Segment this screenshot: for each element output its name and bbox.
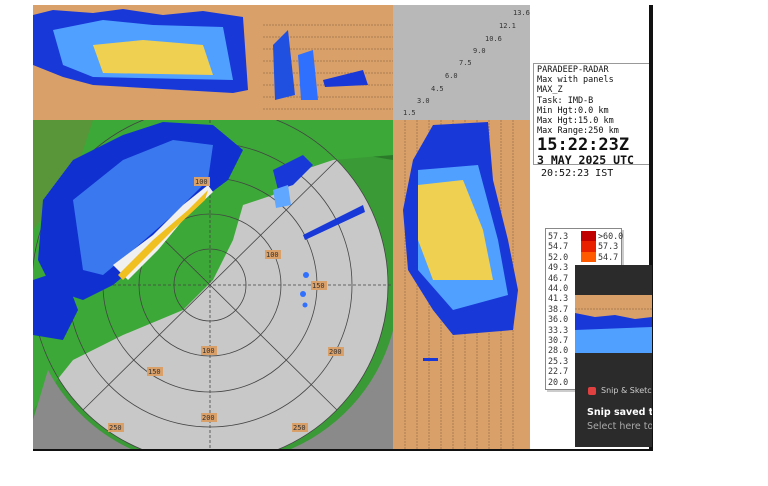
range-label: 150 bbox=[312, 282, 325, 290]
legend-value: 33.3 bbox=[548, 324, 569, 335]
height-label: 7.5 bbox=[459, 59, 472, 67]
divider bbox=[649, 5, 653, 450]
legend-value: 41.3 bbox=[548, 293, 569, 304]
snip-preview-thumbnail[interactable] bbox=[575, 295, 652, 353]
range-label: 250 bbox=[109, 424, 122, 432]
product-name: Max with panels bbox=[537, 75, 614, 86]
divider bbox=[33, 449, 653, 451]
height-scale-panel: 1.5 3.0 4.5 6.0 7.5 9.0 10.6 12.1 13.6 bbox=[393, 5, 530, 120]
max-height: Max Hgt:15.0 km bbox=[537, 116, 614, 127]
range-label: 200 bbox=[202, 414, 215, 422]
snip-title: Snip saved to bbox=[587, 407, 652, 418]
range-label: 150 bbox=[148, 368, 161, 376]
legend-upper-value: 54.7 bbox=[598, 251, 619, 262]
legend-value: 46.7 bbox=[548, 272, 569, 283]
legend-value: 20.0 bbox=[548, 376, 569, 387]
min-height: Min Hgt:0.0 km bbox=[537, 105, 609, 116]
legend-value: 57.3 bbox=[548, 231, 569, 241]
product-type: MAX_Z bbox=[537, 85, 563, 96]
snip-subtitle: Select here to bbox=[587, 421, 652, 432]
legend-value: 30.7 bbox=[548, 335, 569, 345]
height-label: 12.1 bbox=[499, 22, 516, 30]
height-label: 6.0 bbox=[445, 72, 458, 80]
legend-swatch bbox=[581, 241, 596, 252]
time-utc: 15:22:23Z bbox=[537, 135, 630, 156]
date-utc: 3 MAY 2025 UTC bbox=[537, 153, 634, 168]
max-range: Max Range:250 km bbox=[537, 126, 619, 137]
range-label: 100 bbox=[195, 178, 208, 186]
legend-upper-value: 57.3 bbox=[598, 241, 619, 252]
legend-upper-value: >60.0 bbox=[598, 231, 624, 241]
snip-app-name: Snip & Sketch bbox=[601, 386, 652, 395]
legend-value: 44.0 bbox=[548, 283, 569, 293]
snip-app-icon bbox=[588, 387, 596, 395]
height-label: 10.6 bbox=[485, 35, 502, 43]
height-label: 1.5 bbox=[403, 109, 416, 117]
height-label: 3.0 bbox=[417, 97, 430, 105]
radar-info-panel: PARADEEP-RADAR Max with panels MAX_Z Tas… bbox=[533, 63, 650, 168]
range-label: 100 bbox=[266, 251, 279, 259]
range-label: 200 bbox=[329, 348, 342, 356]
height-label: 9.0 bbox=[473, 47, 486, 55]
snip-sketch-notification[interactable]: Snip & Sketch Snip saved to Select here … bbox=[575, 265, 652, 447]
legend-value: 36.0 bbox=[548, 314, 569, 325]
north-south-cross-section bbox=[393, 120, 530, 450]
legend-value: 54.7 bbox=[548, 241, 569, 252]
legend-value: 49.3 bbox=[548, 262, 569, 273]
height-label: 13.6 bbox=[513, 9, 530, 17]
legend-value: 28.0 bbox=[548, 345, 569, 356]
time-ist: 20:52:23 IST bbox=[541, 168, 614, 179]
height-label: 4.5 bbox=[431, 85, 444, 93]
legend-swatch bbox=[581, 231, 596, 242]
legend-value: 38.7 bbox=[548, 303, 569, 314]
range-label: 100 bbox=[202, 347, 215, 355]
legend-value: 52.0 bbox=[548, 251, 569, 262]
legend-swatch bbox=[581, 251, 596, 263]
radar-ppi-map: 100 100 100 150 150 200 200 250 250 bbox=[33, 120, 393, 450]
legend-value: 22.7 bbox=[548, 366, 569, 377]
radar-name: PARADEEP-RADAR bbox=[537, 65, 609, 75]
legend-value: 25.3 bbox=[548, 355, 569, 366]
task: Task: IMD-B bbox=[537, 95, 594, 106]
range-label: 250 bbox=[293, 424, 306, 432]
east-west-cross-section bbox=[33, 5, 393, 120]
